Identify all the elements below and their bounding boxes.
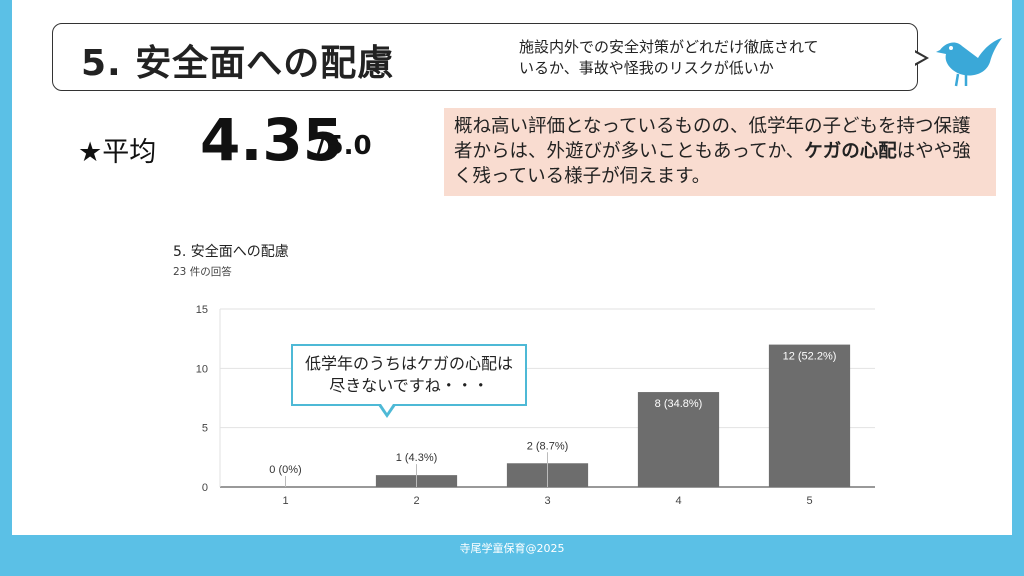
title-box-tail-inner — [914, 52, 925, 64]
bar-5 — [768, 344, 851, 487]
title-box: 5. 安全面への配慮 施設内外での安全対策がどれだけ徹底されて いるか、事故や怪… — [52, 23, 918, 91]
data-label: 12 (52.2%) — [783, 351, 837, 363]
y-tick-label: 10 — [196, 363, 208, 375]
data-label: 2 (8.7%) — [527, 440, 569, 452]
y-tick-label: 5 — [202, 423, 208, 435]
x-tick-label: 2 — [413, 495, 419, 507]
average-max: /5.0 — [316, 131, 372, 161]
callout-bubble: 低学年のうちはケガの心配は 尽きないですね・・・ — [291, 344, 527, 406]
slide: 5. 安全面への配慮 施設内外での安全対策がどれだけ徹底されて いるか、事故や怪… — [12, 0, 1012, 535]
bird-icon — [936, 38, 1002, 87]
comment-text-bold: ケガの心配 — [804, 141, 897, 162]
bar-4 — [637, 392, 720, 487]
data-label: 0 (0%) — [269, 464, 301, 476]
y-tick-label: 0 — [202, 482, 208, 494]
callout-line-2: 尽きないですね・・・ — [329, 376, 489, 395]
data-label: 1 (4.3%) — [396, 452, 438, 464]
page-title: 5. 安全面への配慮 — [81, 43, 395, 84]
footer-text: 寺尾学童保育@2025 — [459, 542, 565, 555]
average-label: ★平均 — [78, 137, 157, 168]
chart-title: 5. 安全面への配慮 — [173, 244, 289, 260]
x-tick-label: 5 — [806, 495, 812, 507]
chart-response-count: 23 件の回答 — [173, 266, 232, 278]
subtitle-line-1: 施設内外での安全対策がどれだけ徹底されて — [519, 38, 819, 56]
comment-box: 概ね高い評価となっているものの、低学年の子どもを持つ保護者からは、外遊びが多いこ… — [444, 108, 996, 196]
comment-text-2: はやや強く残っている様子が伺えます。 — [454, 141, 971, 187]
average-value: 4.35 — [200, 106, 344, 174]
subtitle-line-2: いるか、事故や怪我のリスクが低いか — [519, 59, 774, 77]
callout-line-1: 低学年のうちはケガの心配は — [304, 354, 513, 373]
x-tick-label: 3 — [544, 495, 550, 507]
y-tick-label: 15 — [196, 304, 208, 316]
data-label: 8 (34.8%) — [655, 398, 703, 410]
x-tick-label: 4 — [675, 495, 681, 507]
page-subtitle: 施設内外での安全対策がどれだけ徹底されて いるか、事故や怪我のリスクが低いか — [519, 37, 899, 79]
comment-text-1: 概ね高い評価となっているものの、低学年の子どもを持つ保護者からは、外遊びが多いこ… — [454, 116, 971, 162]
x-tick-label: 1 — [282, 495, 288, 507]
callout-tail-inner — [381, 404, 393, 413]
